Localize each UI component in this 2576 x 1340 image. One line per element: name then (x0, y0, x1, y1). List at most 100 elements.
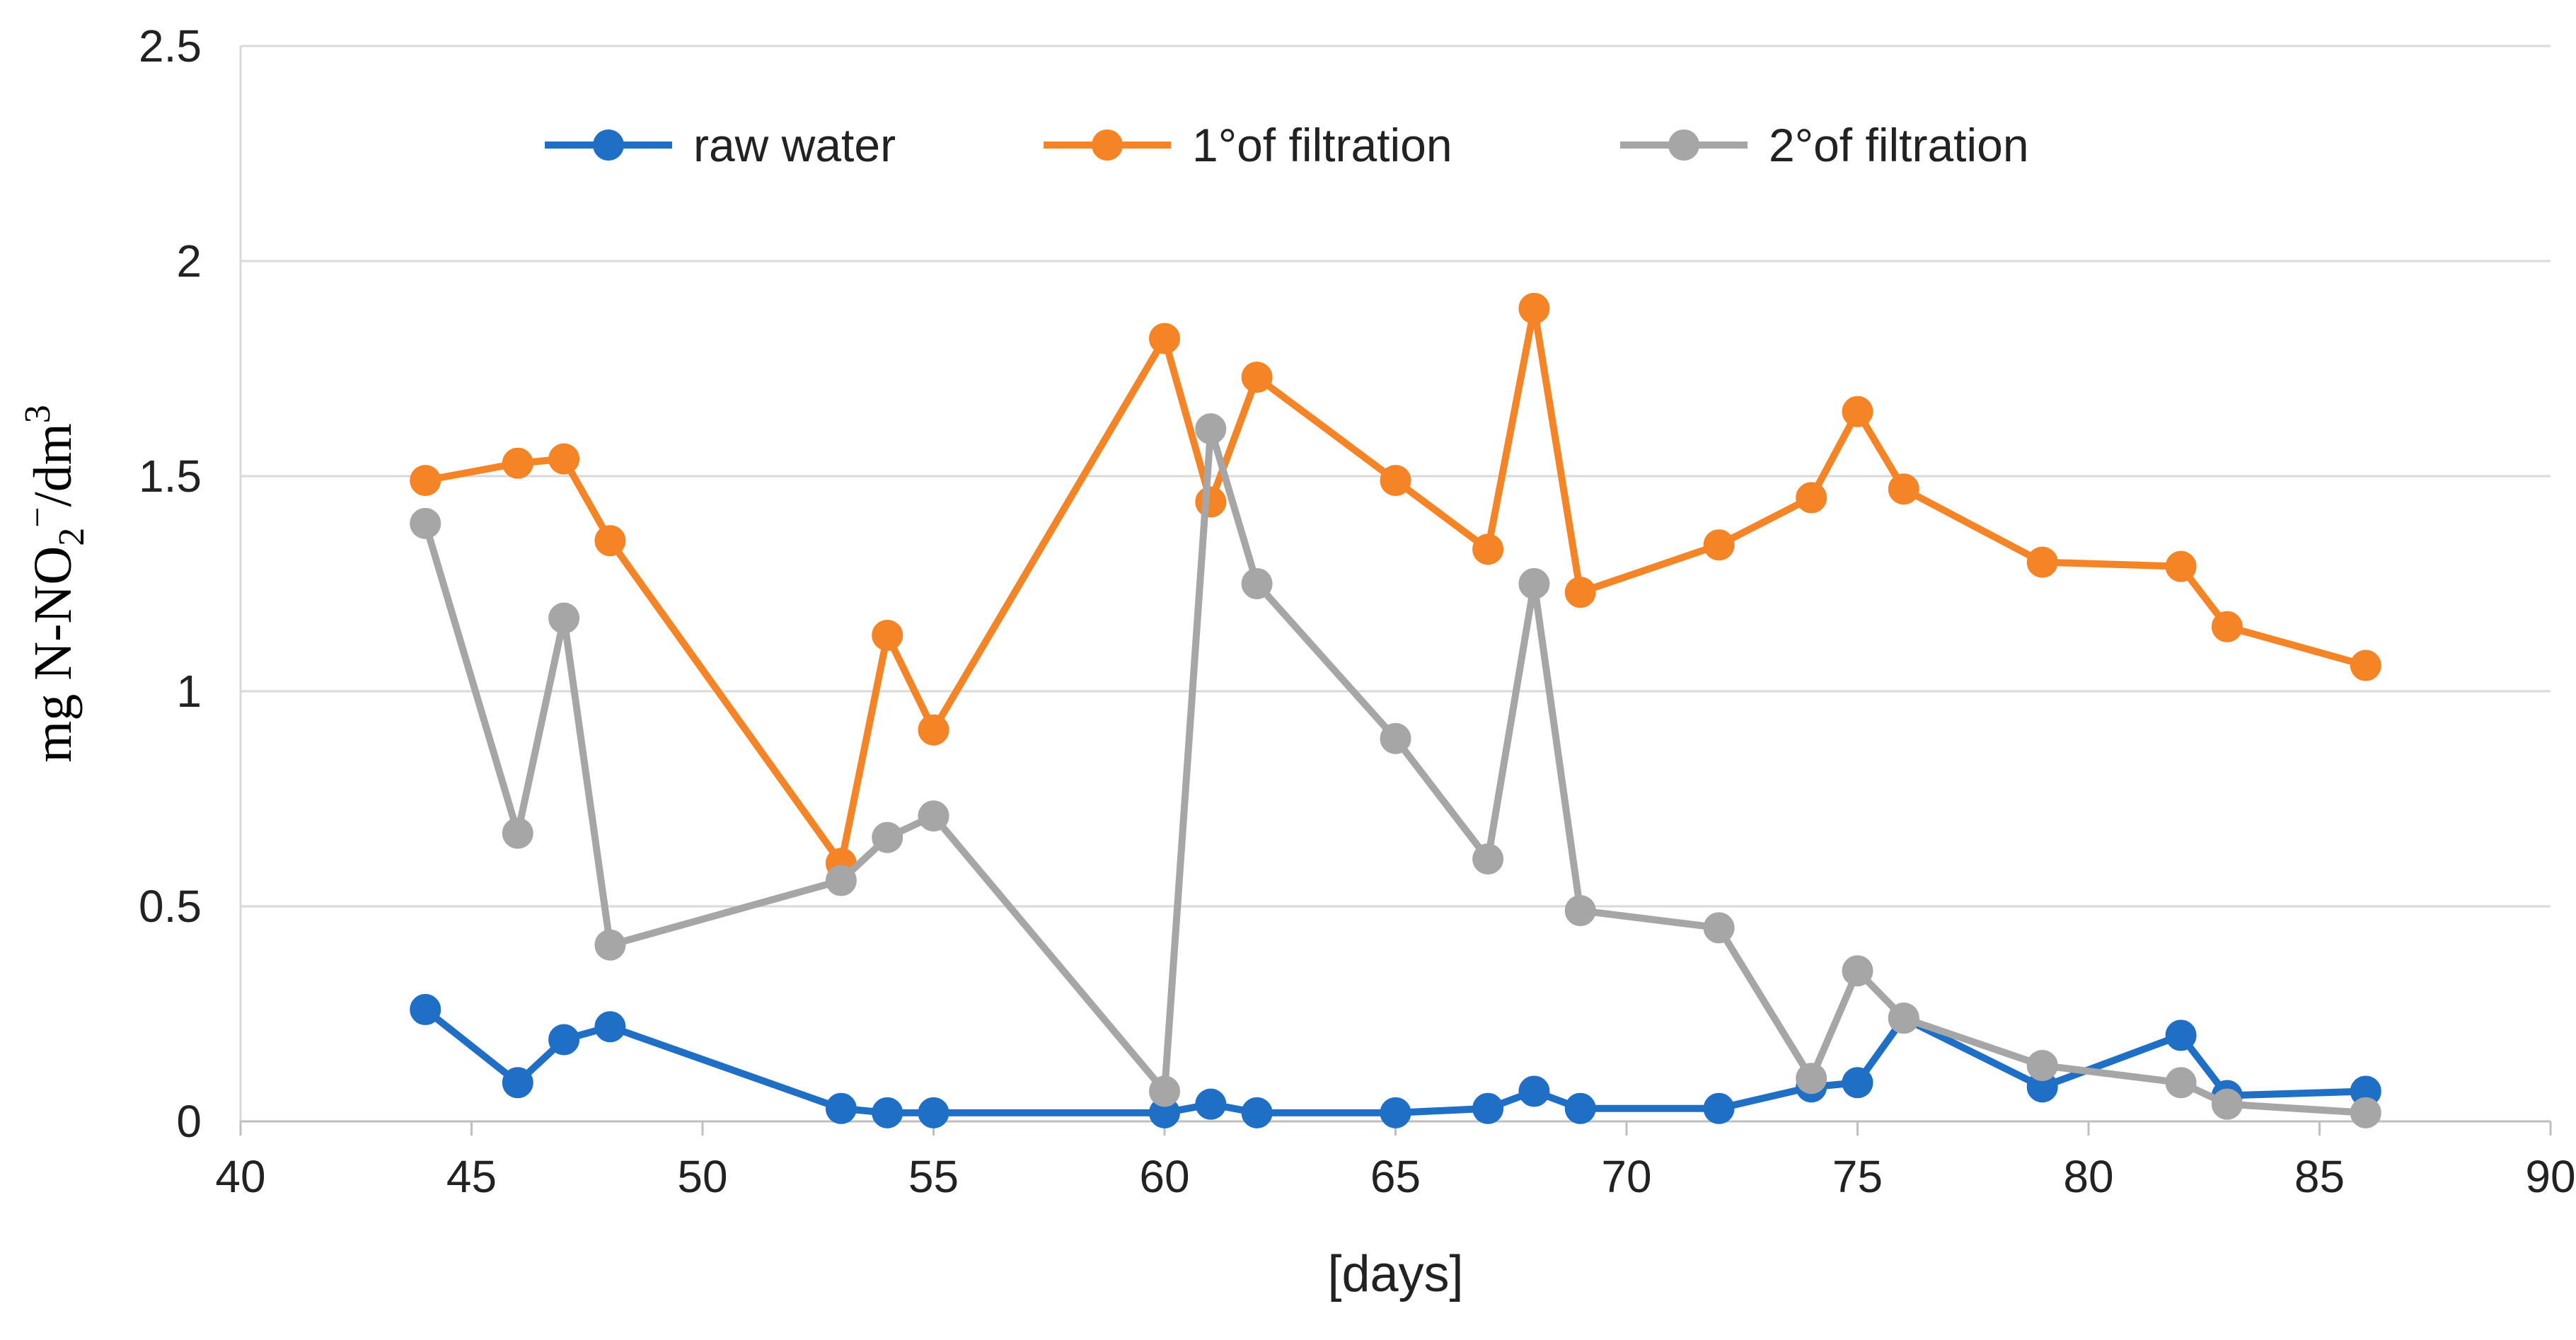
axes: 0 0.5 1 1.5 2 2.5 40 45 50 55 60 65 70 75 80 85 90 (139, 21, 2576, 1202)
x-tick-label: 80 (2063, 1151, 2113, 1202)
data-point (548, 1024, 580, 1056)
data-point (825, 1092, 857, 1124)
y-tick-label: 2 (176, 236, 202, 287)
data-point (502, 1067, 533, 1099)
data-point (1472, 1092, 1504, 1124)
y-axis-title-subscript: 2 (52, 528, 92, 546)
data-point (2026, 546, 2058, 578)
y-axis-title-superscript-exponent: 3 (18, 405, 58, 423)
data-point (594, 1011, 626, 1043)
legend-label: raw water (693, 119, 896, 171)
data-point (594, 525, 626, 557)
series-lines (410, 292, 2381, 1128)
x-tick-label: 65 (1370, 1151, 1421, 1202)
data-point (1149, 1075, 1180, 1107)
data-point (1195, 413, 1227, 445)
series-group (410, 993, 2381, 1128)
data-point (1703, 529, 1735, 561)
data-point (872, 1097, 903, 1128)
data-point (594, 929, 626, 961)
x-tick-label: 90 (2525, 1151, 2575, 1202)
data-point (1564, 895, 1596, 927)
legend: raw water 1°of filtration 2°of filtration (545, 119, 2029, 171)
series-group (410, 292, 2381, 879)
data-point (1380, 722, 1411, 754)
data-point (2165, 1020, 2197, 1051)
data-point (1564, 1092, 1596, 1124)
data-point (1703, 912, 1735, 944)
data-point (410, 993, 441, 1025)
data-point (1888, 473, 1919, 505)
y-axis-title-superscript-charge: − (18, 507, 58, 527)
series-line (422, 1005, 2369, 1116)
data-point (2350, 649, 2381, 681)
legend-label: 1°of filtration (1192, 119, 1452, 171)
data-point (825, 865, 857, 896)
x-tick-label: 45 (446, 1151, 497, 1202)
data-point (1472, 843, 1504, 875)
series-group (410, 413, 2381, 1128)
legend-marker (1668, 129, 1699, 161)
data-point (918, 1097, 949, 1128)
data-point (2350, 1097, 2381, 1128)
data-point (410, 465, 441, 497)
y-tick-label: 0.5 (139, 881, 202, 932)
y-tick-label: 2.5 (139, 21, 202, 71)
data-point (2211, 611, 2243, 642)
x-tick-label: 75 (1832, 1151, 1883, 1202)
data-point (1842, 955, 1873, 987)
series-line (422, 304, 2369, 867)
data-point (1796, 482, 1827, 514)
data-point (1195, 1088, 1227, 1120)
data-point (1888, 1003, 1919, 1034)
y-axis-title-prefix: mg N-NO (23, 546, 83, 763)
data-point (1241, 1097, 1273, 1128)
data-point (1703, 1092, 1735, 1124)
data-point (2026, 1049, 2058, 1081)
data-point (1195, 486, 1227, 518)
data-point (1380, 465, 1411, 497)
x-axis-title: [days] (1327, 1246, 1463, 1303)
legend-marker (593, 129, 624, 161)
data-point (502, 447, 533, 479)
data-point (1241, 362, 1273, 393)
legend-label: 2°of filtration (1769, 119, 2029, 171)
legend-marker (1092, 129, 1123, 161)
y-tick-label: 1 (176, 666, 202, 717)
y-axis-title: mg N-NO2−/dm3 (18, 405, 92, 763)
data-point (1564, 577, 1596, 608)
data-point (2165, 550, 2197, 582)
y-axis-title-unit: /dm (23, 423, 83, 507)
data-point (2211, 1088, 2243, 1120)
data-point (1380, 1097, 1411, 1128)
x-tick-label: 70 (1601, 1151, 1651, 1202)
y-tick-label: 0 (176, 1096, 202, 1147)
data-point (2165, 1067, 2197, 1099)
data-point (1518, 1075, 1550, 1107)
data-point (1796, 1063, 1827, 1094)
x-tick-label: 55 (908, 1151, 959, 1202)
x-tick-label: 40 (215, 1151, 265, 1202)
data-point (1241, 568, 1273, 599)
data-point (872, 821, 903, 853)
data-point (1472, 533, 1504, 565)
y-tick-label: 1.5 (139, 451, 202, 502)
data-point (872, 619, 903, 651)
data-point (918, 714, 949, 746)
data-point (548, 602, 580, 634)
data-point (410, 507, 441, 539)
data-point (918, 800, 949, 832)
x-tick-label: 85 (2294, 1151, 2345, 1202)
x-tick-label: 50 (677, 1151, 727, 1202)
data-point (502, 817, 533, 849)
data-point (548, 443, 580, 475)
data-point (1842, 395, 1873, 427)
data-point (1518, 292, 1550, 324)
data-point (1518, 568, 1550, 599)
data-point (1842, 1067, 1873, 1099)
data-point (1149, 323, 1180, 354)
series-line (422, 425, 2369, 1116)
x-tick-label: 60 (1139, 1151, 1189, 1202)
